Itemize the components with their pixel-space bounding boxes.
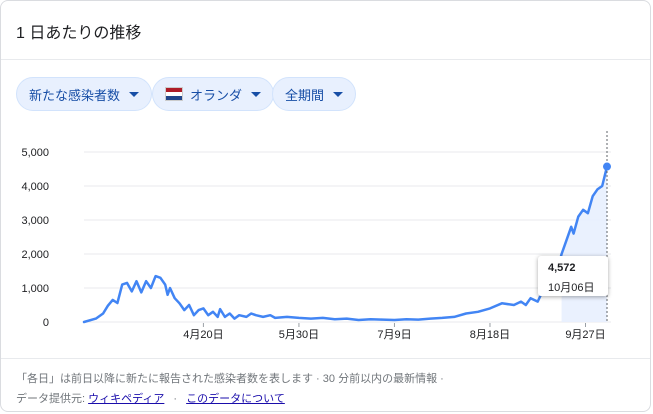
region-filter-chip[interactable]: オランダ xyxy=(152,77,275,111)
metric-filter-label: 新たな感染者数 xyxy=(29,87,121,103)
period-filter-chip[interactable]: 全期間 xyxy=(272,77,357,111)
chevron-down-icon xyxy=(333,91,344,97)
y-tick-label: 0 xyxy=(43,317,49,329)
chevron-down-icon xyxy=(129,91,140,97)
source-label: データ提供元: xyxy=(16,393,86,405)
x-tick-label: 4月20日 xyxy=(183,329,223,341)
separator-dot: · xyxy=(173,393,178,405)
y-tick-label: 4,000 xyxy=(21,181,49,193)
chart-tooltip: 4,572 10月06日 xyxy=(538,256,608,296)
x-tick-label: 9月27日 xyxy=(565,329,605,341)
x-tick-label: 7月9日 xyxy=(377,329,411,341)
netherlands-flag-icon xyxy=(165,87,183,101)
footnote-text: 「各日」は前日以降に新たに報告された感染者数を表します · 30 分前以内の最新… xyxy=(16,373,444,385)
tooltip-date: 10月06日 xyxy=(548,282,595,294)
y-tick-label: 2,000 xyxy=(21,249,49,261)
new-cases-series-line xyxy=(82,165,609,324)
card-title: 1 日あたりの推移 xyxy=(16,25,142,42)
x-tick-label: 8月18日 xyxy=(470,329,510,341)
tooltip-value: 4,572 xyxy=(548,262,576,274)
wikipedia-link[interactable]: ウィキペディア xyxy=(88,393,165,405)
y-tick-label: 5,000 xyxy=(21,147,49,159)
data-source-line: データ提供元: ウィキペディア · このデータについて xyxy=(16,390,285,406)
y-tick-label: 1,000 xyxy=(21,283,49,295)
region-filter-label: オランダ xyxy=(190,87,243,103)
metric-filter-chip[interactable]: 新たな感染者数 xyxy=(16,77,153,111)
recent-period-area xyxy=(561,166,607,322)
chevron-down-icon xyxy=(251,91,262,97)
footer-divider xyxy=(1,358,650,359)
hover-data-point xyxy=(603,162,611,171)
about-data-link[interactable]: このデータについて xyxy=(186,393,285,405)
daily-cases-chart[interactable]: 0 1,000 2,000 3,000 4,000 5,000 4月20日 5月30日 7月9日… xyxy=(1,121,651,353)
y-tick-label: 3,000 xyxy=(21,215,49,227)
x-tick-label: 5月30日 xyxy=(279,329,319,341)
title-divider xyxy=(1,59,650,60)
period-filter-label: 全期間 xyxy=(285,87,325,103)
